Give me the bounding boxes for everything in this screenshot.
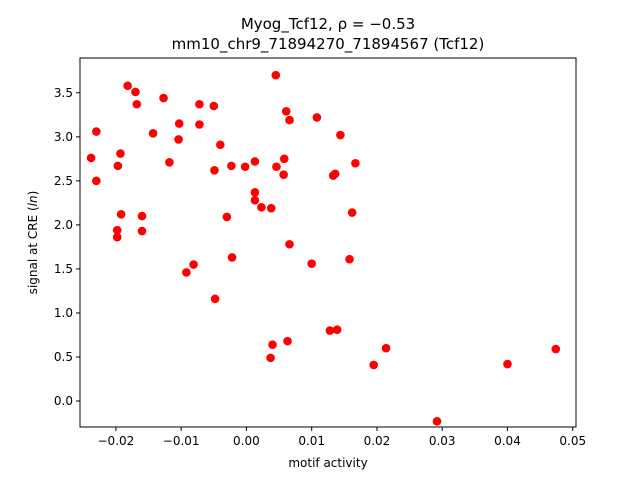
x-axis-label: motif activity: [288, 456, 367, 470]
x-tick-label: 0.02: [364, 434, 391, 448]
y-tick-label: 1.0: [54, 306, 73, 320]
data-point: [92, 127, 101, 136]
data-point: [432, 416, 442, 426]
y-axis-ticks: 0.0 0.5 1.0 1.5 2.0 2.5 3.0 3.5: [54, 86, 80, 408]
data-point: [268, 340, 277, 349]
data-point: [272, 162, 281, 172]
data-point: [148, 129, 158, 138]
data-point: [330, 169, 340, 179]
y-tick-label: 2.0: [54, 218, 73, 232]
y-tick-label: 0.0: [54, 394, 73, 408]
data-point: [551, 344, 561, 354]
data-point: [116, 149, 125, 158]
chart-title-line-1: Myog_Tcf12, ρ = −0.53: [241, 15, 415, 34]
y-tick-label: 0.5: [54, 350, 73, 364]
y-axis-label-suffix: ): [26, 191, 40, 196]
data-point: [351, 158, 360, 168]
data-point: [285, 115, 294, 125]
data-point: [137, 211, 147, 221]
data-point: [227, 253, 237, 262]
data-point: [112, 225, 122, 235]
data-point: [174, 135, 183, 144]
y-tick-label: 3.5: [54, 86, 73, 100]
data-point: [216, 140, 225, 150]
y-axis-label-unit: ln: [26, 195, 40, 206]
y-tick-label: 1.5: [54, 262, 73, 276]
data-point: [174, 119, 184, 128]
data-point: [123, 81, 132, 91]
data-point: [240, 162, 250, 172]
x-tick-label: 0.00: [233, 434, 260, 448]
data-point: [257, 202, 266, 212]
data-point: [250, 157, 260, 166]
data-point: [182, 268, 191, 277]
data-point: [266, 203, 276, 213]
data-point: [112, 232, 122, 242]
y-tick-label: 3.0: [54, 130, 73, 144]
data-point: [266, 353, 275, 363]
data-point: [131, 87, 140, 97]
data-point: [307, 259, 316, 268]
data-point: [92, 176, 101, 186]
y-axis-label: signal at CRE (ln): [26, 191, 40, 295]
x-tick-label: −0.02: [98, 434, 135, 448]
data-point: [250, 188, 260, 197]
y-tick-label: 2.5: [54, 174, 73, 188]
data-point: [345, 254, 354, 264]
data-point: [165, 158, 174, 167]
data-point: [195, 120, 204, 129]
data-point: [159, 93, 168, 103]
x-tick-label: 0.01: [298, 434, 325, 448]
data-points: [86, 70, 561, 426]
x-axis-ticks: −0.02 −0.01 0.00 0.01 0.02 0.03 0.04 0.05: [98, 427, 586, 448]
data-point: [285, 239, 294, 249]
data-point: [336, 130, 345, 140]
data-point: [283, 336, 292, 346]
data-point: [381, 343, 391, 353]
data-point: [210, 165, 219, 175]
data-point: [132, 99, 142, 109]
x-tick-label: 0.04: [494, 434, 521, 448]
y-axis-label-prefix: signal at CRE (: [26, 206, 40, 294]
data-point: [332, 325, 342, 334]
data-point: [86, 153, 96, 163]
data-point: [209, 101, 219, 111]
chart-title-line-2: mm10_chr9_71894270_71894567 (Tcf12): [172, 35, 485, 54]
data-point: [210, 294, 220, 304]
data-point: [325, 326, 335, 335]
data-point: [347, 208, 357, 217]
data-point: [250, 195, 260, 205]
data-point: [312, 113, 322, 122]
x-tick-label: −0.01: [163, 434, 200, 448]
data-point: [195, 99, 204, 109]
data-point: [279, 170, 288, 179]
data-point: [116, 210, 126, 219]
data-point: [113, 161, 123, 171]
data-point: [227, 161, 236, 171]
data-point: [222, 212, 232, 222]
x-tick-label: 0.05: [559, 434, 586, 448]
data-point: [137, 226, 147, 236]
plot-area-frame: [79, 57, 577, 428]
data-point: [279, 154, 289, 164]
x-tick-label: 0.03: [429, 434, 456, 448]
data-point: [281, 106, 291, 116]
data-point: [369, 360, 378, 370]
data-point: [189, 260, 198, 269]
data-point: [503, 359, 512, 369]
data-point: [271, 70, 281, 80]
